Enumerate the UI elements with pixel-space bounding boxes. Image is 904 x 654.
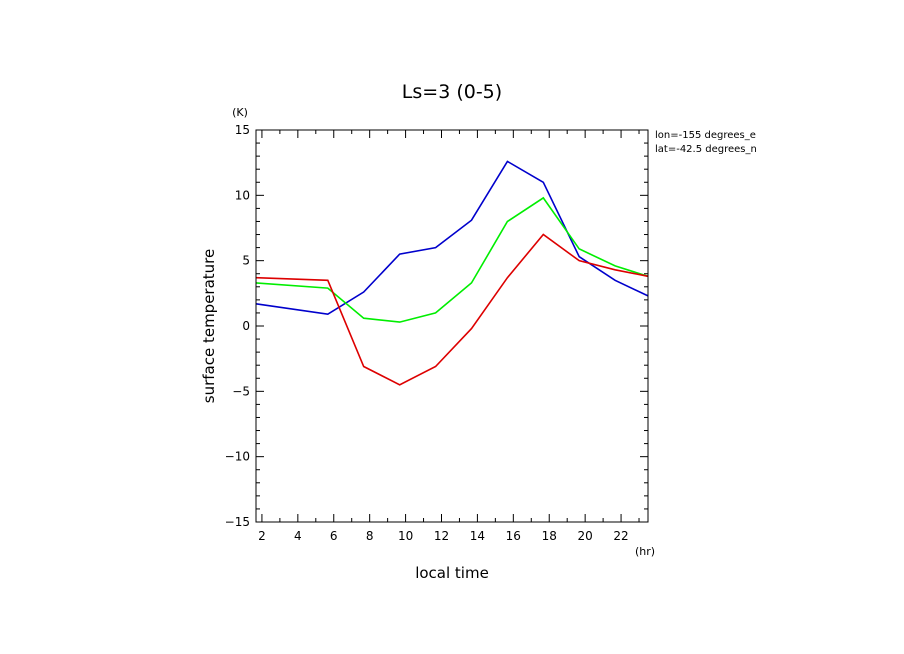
x-axis-label: local time [415, 564, 489, 582]
x-tick-label: 8 [366, 529, 374, 543]
plot-frame [255, 129, 649, 523]
x-tick-label: 6 [330, 529, 338, 543]
x-tick-label: 22 [613, 529, 628, 543]
y-axis-label: surface temperature [200, 249, 218, 404]
x-tick-label: 2 [258, 529, 266, 543]
annotation-lat: lat=-42.5 degrees_n [655, 144, 757, 155]
data-series [255, 160, 649, 386]
x-tick-label: 12 [434, 529, 449, 543]
y-tick-label: −10 [225, 450, 250, 464]
x-tick-label: 16 [506, 529, 521, 543]
x-tick-label: 18 [542, 529, 557, 543]
annotation-lon: lon=-155 degrees_e [655, 130, 756, 141]
x-tick-label: 4 [294, 529, 302, 543]
y-tick-label: 15 [235, 123, 250, 137]
series-line-3 [255, 233, 649, 386]
y-tick-label: −15 [225, 515, 250, 529]
y-tick-label: 10 [235, 188, 250, 202]
x-tick-label: 14 [470, 529, 485, 543]
series-line-2 [255, 196, 649, 323]
y-tick-label: −5 [232, 384, 250, 398]
x-unit-label: (hr) [635, 545, 655, 558]
y-unit-label: (K) [232, 106, 248, 119]
y-tick-label: 0 [242, 319, 250, 333]
x-tick-label: 10 [398, 529, 413, 543]
x-tick-label: 20 [578, 529, 593, 543]
axis-ticks: 2 4 6 8 10 12 14 16 18 20 22 −15 −10 −5 0 5 10 15 [225, 123, 648, 543]
chart-title: Ls=3 (0-5) [402, 81, 502, 103]
y-tick-label: 5 [242, 254, 250, 268]
series-line-1 [255, 160, 649, 316]
